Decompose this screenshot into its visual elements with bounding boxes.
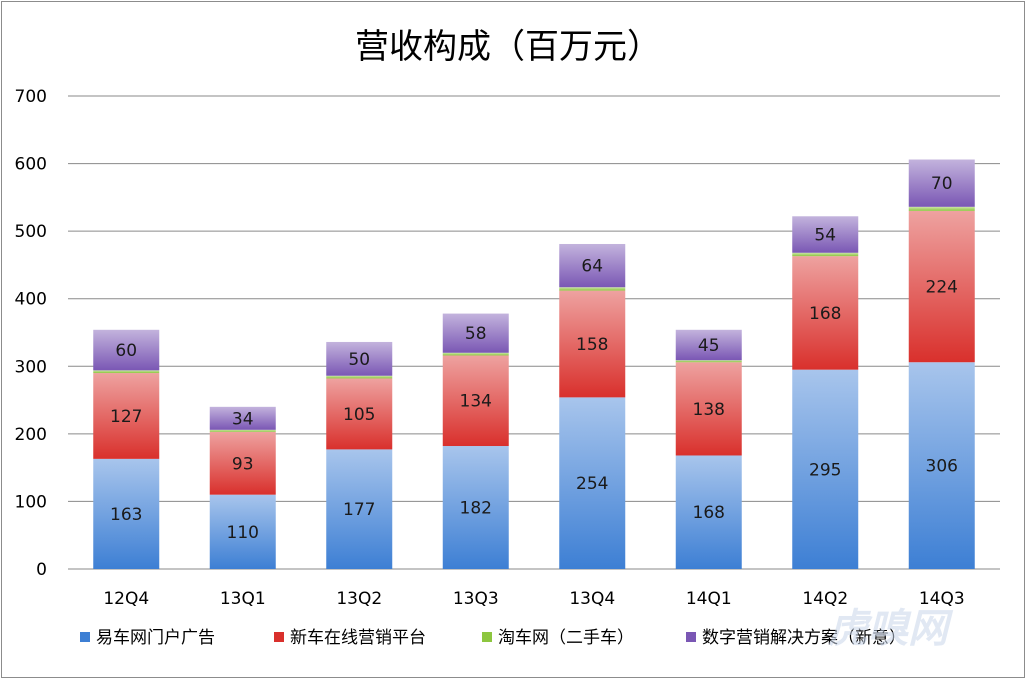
bar-segment	[326, 378, 393, 450]
bar-segment	[209, 494, 276, 569]
data-label: 64	[581, 257, 603, 277]
y-tick-label: 600	[15, 155, 47, 175]
bar-segment	[209, 431, 276, 495]
bar-segment	[675, 455, 742, 569]
data-label: 134	[460, 392, 492, 412]
legend: 易车网门户广告 新车在线营销平台 淘车网（二手车） 数字营销解决方案（新意）	[80, 628, 906, 648]
legend-label: 淘车网（二手车）	[498, 628, 634, 648]
data-label: 177	[343, 500, 375, 520]
bar-segment	[442, 355, 509, 447]
x-tick-label: 13Q2	[336, 589, 382, 609]
bar-segment	[93, 373, 160, 459]
bar-segment	[326, 449, 393, 569]
bar-segment	[675, 360, 742, 363]
x-tick-label: 14Q2	[802, 589, 848, 609]
x-tick-label: 13Q4	[569, 589, 615, 609]
x-tick-label: 13Q1	[220, 589, 266, 609]
y-tick-label: 0	[36, 560, 47, 580]
data-label: 224	[926, 278, 958, 298]
bar-segment	[442, 352, 509, 356]
data-label: 110	[227, 523, 259, 543]
x-tick-label: 12Q4	[103, 589, 149, 609]
bar-segment	[908, 159, 975, 207]
bar-segment	[675, 362, 742, 456]
bar-segment	[93, 370, 160, 374]
y-tick-label: 300	[15, 357, 47, 377]
legend-swatch	[80, 632, 90, 642]
y-tick-label: 400	[15, 290, 47, 310]
bar-segment	[908, 362, 975, 569]
bar-segment	[908, 206, 975, 211]
legend-swatch	[482, 632, 492, 642]
y-tick-label: 100	[15, 492, 47, 512]
bar-segment	[209, 406, 276, 430]
y-tick-label: 700	[15, 87, 47, 107]
bar-segment	[326, 375, 393, 379]
bar-segment	[209, 429, 276, 432]
bar-segment	[675, 329, 742, 361]
bar-segment	[792, 216, 859, 253]
chart-title: 营收构成（百万元）	[355, 27, 661, 67]
watermark-logo: 虎嗅网	[828, 605, 954, 652]
bar-segment	[559, 397, 626, 569]
data-label: 127	[110, 407, 142, 427]
data-label: 158	[576, 335, 608, 355]
x-tick-label: 14Q1	[686, 589, 732, 609]
data-label: 93	[232, 454, 254, 474]
data-label: 45	[698, 336, 720, 356]
data-label: 50	[348, 350, 370, 370]
data-label: 60	[115, 341, 137, 361]
bars	[93, 159, 975, 569]
x-tick-label: 13Q3	[453, 589, 499, 609]
data-label: 168	[693, 503, 725, 523]
data-label: 168	[809, 304, 841, 324]
bar-segment	[326, 341, 393, 376]
bar-segment	[792, 256, 859, 370]
legend-label: 易车网门户广告	[96, 628, 215, 648]
data-label: 138	[693, 400, 725, 420]
data-label: 105	[343, 405, 375, 425]
data-label: 58	[465, 324, 487, 344]
legend-label: 新车在线营销平台	[290, 628, 426, 648]
data-label: 306	[926, 457, 958, 477]
x-tick-label: 14Q3	[919, 589, 965, 609]
bar-segment	[908, 210, 975, 363]
bar-segment	[93, 329, 160, 371]
legend-swatch	[686, 632, 696, 642]
gridlines	[68, 95, 1000, 570]
x-axis-ticks: 12Q4 13Q1 13Q2 13Q3 13Q4 14Q1 14Q2 14Q3	[103, 589, 964, 609]
y-tick-label: 200	[15, 425, 47, 445]
data-label: 54	[814, 226, 836, 246]
data-labels: 163 127 60 110 93 34 177 105 50 182 134 58 254 158 64 1…	[110, 174, 958, 543]
legend-label: 数字营销解决方案（新意）	[702, 628, 906, 648]
legend-swatch	[274, 632, 284, 642]
data-label: 182	[460, 499, 492, 519]
bar-segment	[792, 252, 859, 257]
bar-segment	[559, 287, 626, 291]
data-label: 254	[576, 474, 608, 494]
data-label: 295	[809, 460, 841, 480]
bar-segment	[559, 243, 626, 288]
bar-segment	[442, 446, 509, 569]
bar-segment	[792, 369, 859, 569]
bar-segment	[559, 290, 626, 398]
data-label: 70	[931, 174, 953, 194]
data-label: 34	[232, 409, 254, 429]
y-axis-ticks: 0 100 200 300 400 500 600 700	[15, 87, 47, 580]
data-label: 163	[110, 505, 142, 525]
bar-segment	[442, 313, 509, 353]
bar-segment	[93, 458, 160, 569]
y-tick-label: 500	[15, 222, 47, 242]
